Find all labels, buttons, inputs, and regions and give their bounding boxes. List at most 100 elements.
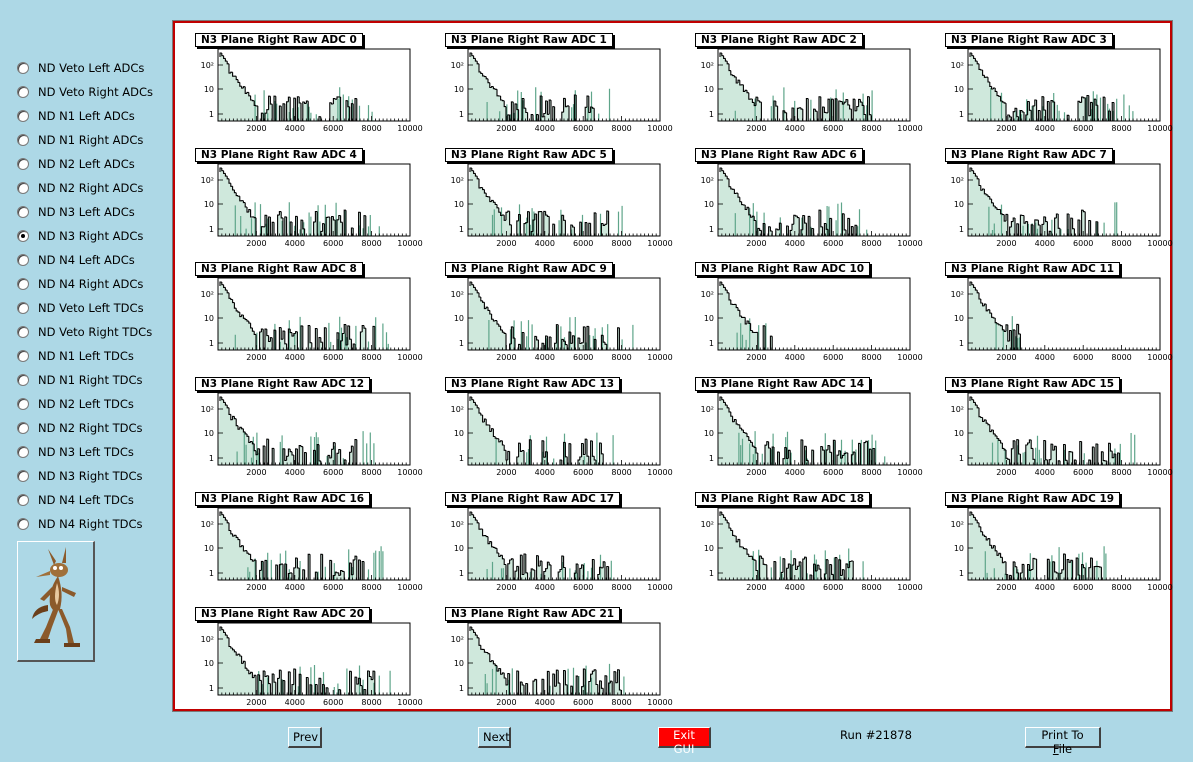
radio-option[interactable]: ND N3 Left TDCs [17, 443, 134, 461]
x-tick-label: 2000 [246, 124, 266, 133]
y-tick-label: 10² [451, 405, 464, 414]
radio-button[interactable] [17, 206, 29, 218]
x-tick-label: 10000 [897, 583, 922, 592]
radio-button[interactable] [17, 302, 29, 314]
radio-option[interactable]: ND N1 Left TDCs [17, 347, 134, 365]
radio-button[interactable] [17, 110, 29, 122]
radio-option[interactable]: ND N2 Right ADCs [17, 179, 143, 197]
radio-option[interactable]: ND N3 Left ADCs [17, 203, 135, 221]
histogram-panel[interactable]: 2000 4000 6000 8000 10000 1 10 10² N3 Plane Righ… [683, 256, 929, 370]
radio-button[interactable] [17, 470, 29, 482]
histogram-panel[interactable]: 2000 4000 6000 8000 10000 1 10 10² N3 Plane Righ… [433, 27, 679, 141]
histogram-panel[interactable]: 2000 4000 6000 8000 10000 1 10 10² N3 Plane Righ… [933, 371, 1179, 485]
histogram-title: N3 Plane Right Raw ADC 7 [945, 147, 1113, 162]
radio-option[interactable]: ND N2 Right TDCs [17, 419, 143, 437]
radio-option[interactable]: ND N4 Right TDCs [17, 515, 143, 533]
x-tick-label: 2000 [496, 698, 516, 707]
radio-button-checked[interactable] [17, 230, 29, 242]
histogram-panel[interactable]: 2000 4000 6000 8000 10000 1 10 10² N3 Plane Righ… [183, 142, 429, 256]
radio-option[interactable]: ND N1 Right ADCs [17, 131, 143, 149]
overlay-histogram [736, 318, 767, 351]
y-tick-label: 10² [701, 405, 714, 414]
x-tick-label: 2000 [996, 353, 1016, 362]
x-tick-label: 10000 [1147, 124, 1172, 133]
histogram-panel[interactable]: 2000 4000 6000 8000 10000 1 10 10² N3 Plane Righ… [433, 371, 679, 485]
radio-option[interactable]: ND N3 Right TDCs [17, 467, 143, 485]
histogram-fill [218, 53, 393, 121]
radio-button[interactable] [17, 518, 29, 530]
histogram-panel[interactable]: 2000 4000 6000 8000 10000 1 10 10² N3 Plane Righ… [933, 486, 1179, 600]
y-tick-label: 10² [201, 520, 214, 529]
logo-button[interactable] [17, 541, 95, 662]
histogram-panel[interactable]: 2000 4000 6000 8000 10000 1 10 10² N3 Plane Righ… [433, 142, 679, 256]
histogram-canvas: 2000 4000 6000 8000 10000 1 10 10² N3 Plane Righ… [172, 20, 1173, 712]
y-tick-label: 10 [204, 85, 214, 94]
radio-option[interactable]: ND Veto Right TDCs [17, 323, 152, 341]
radio-button[interactable] [17, 494, 29, 506]
radio-button[interactable] [17, 446, 29, 458]
radio-label: ND N2 Left TDCs [38, 397, 134, 411]
y-tick-label: 10 [954, 314, 964, 323]
radio-option[interactable]: ND N4 Left TDCs [17, 491, 134, 509]
histogram-panel[interactable]: 2000 4000 6000 8000 10000 1 10 10² N3 Plane Righ… [433, 256, 679, 370]
histogram-panel[interactable]: 2000 4000 6000 8000 10000 1 10 10² N3 Plane Righ… [933, 142, 1179, 256]
radio-option[interactable]: ND Veto Left ADCs [17, 59, 144, 77]
radio-button[interactable] [17, 254, 29, 266]
radio-option[interactable]: ND N4 Left ADCs [17, 251, 135, 269]
histogram-panel[interactable]: 2000 4000 6000 8000 10000 1 10 10² N3 Plane Righ… [683, 27, 929, 141]
print-to-file-button[interactable]: Print To File [1025, 727, 1101, 756]
histogram-plot: 2000 4000 6000 8000 10000 1 10 10² [701, 392, 923, 477]
radio-button[interactable] [17, 134, 29, 146]
radio-option[interactable]: ND N2 Left ADCs [17, 155, 135, 173]
histogram-panel[interactable]: 2000 4000 6000 8000 10000 1 10 10² N3 Plane Righ… [683, 371, 929, 485]
x-tick-label: 4000 [535, 124, 555, 133]
radio-button[interactable] [17, 158, 29, 170]
histogram-panel[interactable]: 2000 4000 6000 8000 10000 1 10 10² N3 Plane Righ… [183, 27, 429, 141]
radio-button[interactable] [17, 182, 29, 194]
x-tick-label: 4000 [1035, 353, 1055, 362]
histogram-title: N3 Plane Right Raw ADC 11 [945, 262, 1121, 277]
radio-option[interactable]: ND N3 Right ADCs [17, 227, 143, 245]
radio-option[interactable]: ND N4 Right ADCs [17, 275, 143, 293]
radio-button[interactable] [17, 326, 29, 338]
radio-button[interactable] [17, 278, 29, 290]
histogram-panel[interactable]: 2000 4000 6000 8000 10000 1 10 10² N3 Plane Righ… [183, 486, 429, 600]
x-tick-label: 2000 [496, 239, 516, 248]
radio-option[interactable]: ND N1 Left ADCs [17, 107, 135, 125]
histogram-fill [968, 167, 1143, 236]
histogram-panel[interactable]: 2000 4000 6000 8000 10000 1 10 10² N3 Plane Righ… [933, 27, 1179, 141]
histogram-plot: 2000 4000 6000 8000 10000 1 10 10² [201, 622, 423, 707]
histogram-plot: 2000 4000 6000 8000 10000 1 10 10² [701, 48, 923, 133]
x-tick-label: 6000 [823, 124, 843, 133]
x-tick-label: 8000 [611, 239, 631, 248]
histogram-panel[interactable]: 2000 4000 6000 8000 10000 1 10 10² N3 Plane Righ… [683, 486, 929, 600]
radio-button[interactable] [17, 398, 29, 410]
histogram-panel[interactable]: 2000 4000 6000 8000 10000 1 10 10² N3 Plane Righ… [433, 486, 679, 600]
radio-option[interactable]: ND N2 Left TDCs [17, 395, 134, 413]
radio-option[interactable]: ND Veto Left TDCs [17, 299, 144, 317]
x-tick-label: 6000 [1073, 124, 1093, 133]
radio-label: ND Veto Left TDCs [38, 301, 144, 315]
radio-button[interactable] [17, 350, 29, 362]
histogram-panel[interactable]: 2000 4000 6000 8000 10000 1 10 10² N3 Plane Righ… [183, 371, 429, 485]
histogram-panel[interactable]: 2000 4000 6000 8000 10000 1 10 10² N3 Plane Righ… [433, 601, 679, 715]
radio-option[interactable]: ND N1 Right TDCs [17, 371, 143, 389]
y-tick-label: 10² [701, 176, 714, 185]
radio-button[interactable] [17, 86, 29, 98]
histogram-panel[interactable]: 2000 4000 6000 8000 10000 1 10 10² N3 Plane Righ… [183, 256, 429, 370]
next-button[interactable]: Next [478, 727, 511, 748]
overlay-histogram [984, 545, 1107, 580]
radio-button[interactable] [17, 62, 29, 74]
radio-button[interactable] [17, 422, 29, 434]
histogram-panel[interactable]: 2000 4000 6000 8000 10000 1 10 10² N3 Plane Righ… [183, 601, 429, 715]
y-tick-label: 10² [201, 290, 214, 299]
x-tick-label: 2000 [746, 353, 766, 362]
histogram-fill [468, 282, 643, 351]
exit-gui-button[interactable]: Exit GUI [658, 727, 711, 756]
histogram-plot: 2000 4000 6000 8000 10000 1 10 10² [451, 48, 673, 133]
radio-option[interactable]: ND Veto Right ADCs [17, 83, 153, 101]
radio-button[interactable] [17, 374, 29, 386]
prev-button[interactable]: Prev [288, 727, 322, 748]
histogram-panel[interactable]: 2000 4000 6000 8000 10000 1 10 10² N3 Plane Righ… [933, 256, 1179, 370]
histogram-panel[interactable]: 2000 4000 6000 8000 10000 1 10 10² N3 Plane Righ… [683, 142, 929, 256]
